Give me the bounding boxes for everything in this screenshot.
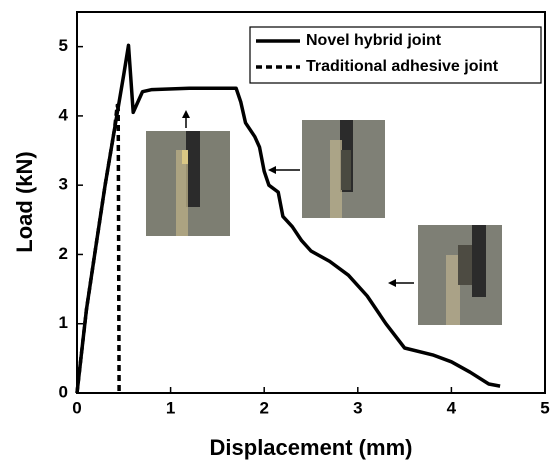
y-tick-label: 5 xyxy=(59,36,68,55)
x-tick-label: 1 xyxy=(166,398,175,417)
photo xyxy=(302,120,385,218)
y-tick-label: 4 xyxy=(59,105,69,124)
legend: Novel hybrid joint Traditional adhesive j… xyxy=(250,27,541,83)
photos xyxy=(146,110,502,325)
x-tick-label: 0 xyxy=(72,398,81,417)
y-tick-label: 3 xyxy=(59,175,68,194)
x-tick-label: 3 xyxy=(353,398,362,417)
series-line xyxy=(77,45,500,393)
x-tick-label: 5 xyxy=(540,398,549,417)
legend-label: Novel hybrid joint xyxy=(306,32,442,49)
x-axis-label: Displacement (mm) xyxy=(210,435,413,460)
page: {"chart_data": {"type": "line", "x_label… xyxy=(0,0,552,464)
photo xyxy=(146,131,230,236)
y-axis-label: Load (kN) xyxy=(12,151,37,252)
y-tick-label: 0 xyxy=(59,382,68,401)
chart: Displacement (mm) Load (kN) 0 1 2 3 4 5 0 1 2 3 4 5… xyxy=(0,0,552,464)
x-tick-label: 2 xyxy=(259,398,268,417)
legend-label: Traditional adhesive joint xyxy=(306,58,499,75)
x-tick-label: 4 xyxy=(447,398,457,417)
y-tick-label: 2 xyxy=(59,244,68,263)
y-tick-label: 1 xyxy=(59,313,68,332)
photo xyxy=(418,225,502,325)
